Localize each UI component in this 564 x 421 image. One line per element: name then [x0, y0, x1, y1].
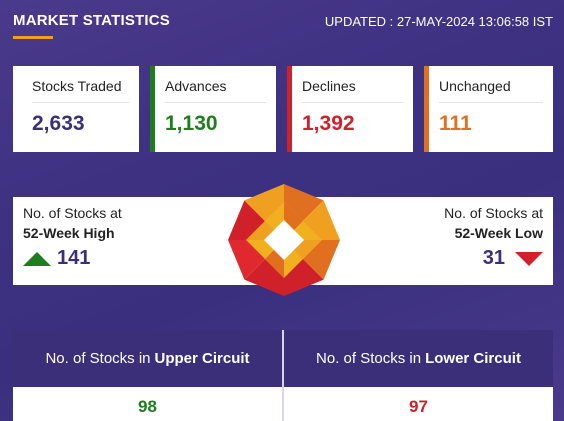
week52-low-label: No. of Stocks at [444, 205, 543, 221]
upper-circuit-prefix: No. of Stocks in [45, 350, 151, 367]
card-divider [165, 102, 266, 103]
stats-cards: Stocks Traded 2,633 Advances 1,130 Decli… [13, 66, 553, 152]
triangle-down-icon [515, 251, 543, 266]
octagon-logo-icon [228, 184, 340, 296]
card-advances[interactable]: Advances 1,130 [150, 66, 276, 152]
card-label: Advances [165, 78, 227, 94]
week52-high-value-row: 141 [23, 247, 122, 270]
card-value: 1,392 [302, 112, 355, 135]
week52-low-value-row: 31 [444, 247, 543, 270]
week52-low-value: 31 [482, 247, 505, 269]
updated-timestamp: UPDATED : 27-MAY-2024 13:06:58 IST [324, 14, 553, 29]
lower-circuit[interactable]: No. of Stocks in Lower Circuit 97 [284, 330, 553, 421]
upper-circuit[interactable]: No. of Stocks in Upper Circuit 98 [13, 330, 282, 421]
card-stocks-traded[interactable]: Stocks Traded 2,633 [13, 66, 139, 152]
upper-circuit-value: 98 [13, 387, 282, 421]
card-divider [302, 102, 403, 103]
week52-high-value: 141 [57, 247, 91, 269]
card-divider [32, 102, 129, 103]
lower-circuit-prefix: No. of Stocks in [316, 350, 422, 367]
card-declines[interactable]: Declines 1,392 [287, 66, 413, 152]
lower-circuit-value: 97 [284, 387, 553, 421]
week52-low-title: 52-Week Low [454, 225, 543, 241]
circuit-divider [282, 330, 284, 421]
circuit-panel: No. of Stocks in Upper Circuit 98 No. of… [13, 330, 553, 421]
card-value: 111 [439, 112, 472, 135]
lower-circuit-title: Lower Circuit [425, 350, 521, 367]
week52-low[interactable]: No. of Stocks at 52-Week Low 31 [444, 205, 543, 270]
week52-high-title: 52-Week High [23, 225, 115, 241]
card-value: 2,633 [32, 112, 85, 135]
card-value: 1,130 [165, 112, 218, 135]
title-underline [13, 36, 53, 39]
card-label: Declines [302, 78, 356, 94]
header: MARKET STATISTICS UPDATED : 27-MAY-2024 … [13, 12, 553, 42]
card-label: Stocks Traded [32, 78, 122, 94]
lower-circuit-header: No. of Stocks in Lower Circuit [284, 330, 553, 387]
week52-high[interactable]: No. of Stocks at 52-Week High 141 [23, 205, 122, 270]
upper-circuit-header: No. of Stocks in Upper Circuit [13, 330, 282, 387]
card-divider [439, 102, 543, 103]
card-unchanged[interactable]: Unchanged 111 [424, 66, 553, 152]
triangle-up-icon [23, 251, 51, 266]
card-label: Unchanged [439, 78, 511, 94]
week52-high-label: No. of Stocks at [23, 205, 122, 221]
page-title: MARKET STATISTICS [13, 12, 171, 29]
upper-circuit-title: Upper Circuit [154, 350, 250, 367]
